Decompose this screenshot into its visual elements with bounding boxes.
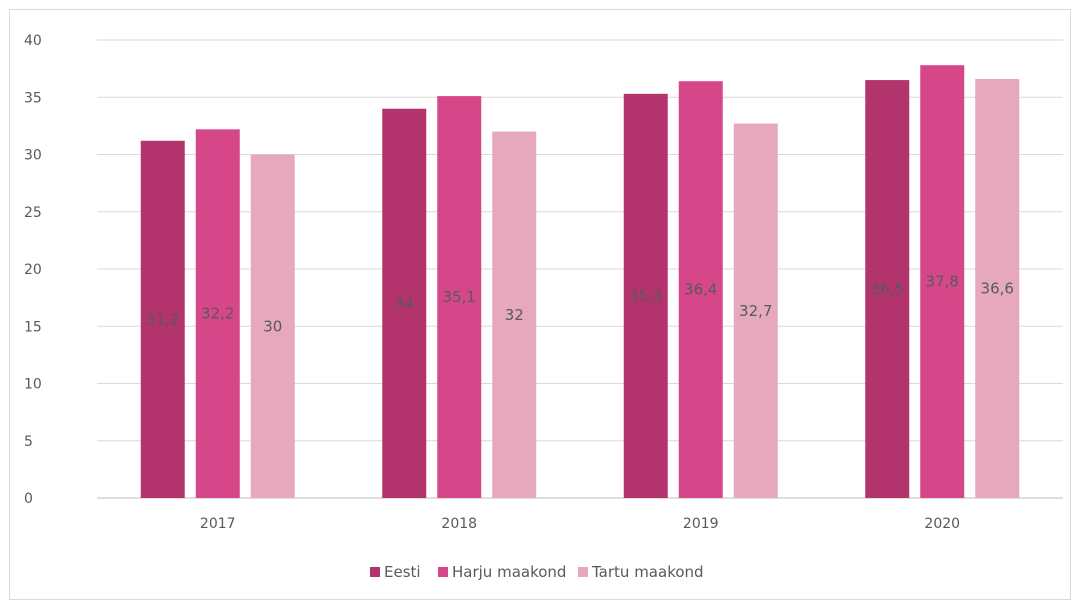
legend-swatch — [438, 567, 448, 577]
bar — [382, 108, 427, 498]
y-tick-label: 40 — [24, 33, 42, 49]
data-label: 36,6 — [981, 279, 1014, 297]
data-label: 36,4 — [684, 281, 717, 299]
data-label: 32,7 — [739, 302, 772, 320]
data-label: 32,2 — [201, 305, 234, 323]
data-label: 31,2 — [146, 310, 179, 328]
y-tick-label: 5 — [24, 434, 33, 450]
y-tick-label: 20 — [24, 262, 42, 278]
x-tick-label: 2018 — [441, 516, 477, 532]
x-tick-label: 2017 — [200, 516, 236, 532]
bar — [140, 140, 185, 498]
y-tick-label: 35 — [24, 90, 42, 106]
bar — [437, 96, 482, 498]
bar — [678, 81, 723, 498]
data-label: 37,8 — [926, 273, 959, 291]
data-label: 36,5 — [871, 280, 904, 298]
y-tick-label: 10 — [24, 377, 42, 393]
legend-label: Eesti — [384, 563, 421, 581]
data-label: 34 — [395, 294, 414, 312]
legend-label: Tartu maakond — [591, 563, 704, 581]
bar — [865, 80, 910, 498]
bar — [195, 129, 240, 498]
y-tick-label: 0 — [24, 491, 33, 507]
data-label: 32 — [505, 306, 524, 324]
x-tick-label: 2019 — [683, 516, 719, 532]
bar — [250, 154, 295, 498]
legend-swatch — [370, 567, 380, 577]
data-label: 30 — [263, 317, 282, 335]
y-tick-label: 25 — [24, 205, 42, 221]
bar — [920, 65, 965, 498]
bar — [975, 78, 1020, 499]
y-tick-label: 30 — [24, 148, 42, 164]
data-label: 35,1 — [443, 288, 476, 306]
legend-label: Harju maakond — [452, 563, 566, 581]
data-label: 35,3 — [629, 287, 662, 305]
bar — [492, 131, 537, 498]
legend-swatch — [578, 567, 588, 577]
bar — [733, 123, 778, 499]
x-tick-label: 2020 — [924, 516, 960, 532]
y-tick-label: 15 — [24, 319, 42, 335]
bar — [623, 93, 668, 498]
